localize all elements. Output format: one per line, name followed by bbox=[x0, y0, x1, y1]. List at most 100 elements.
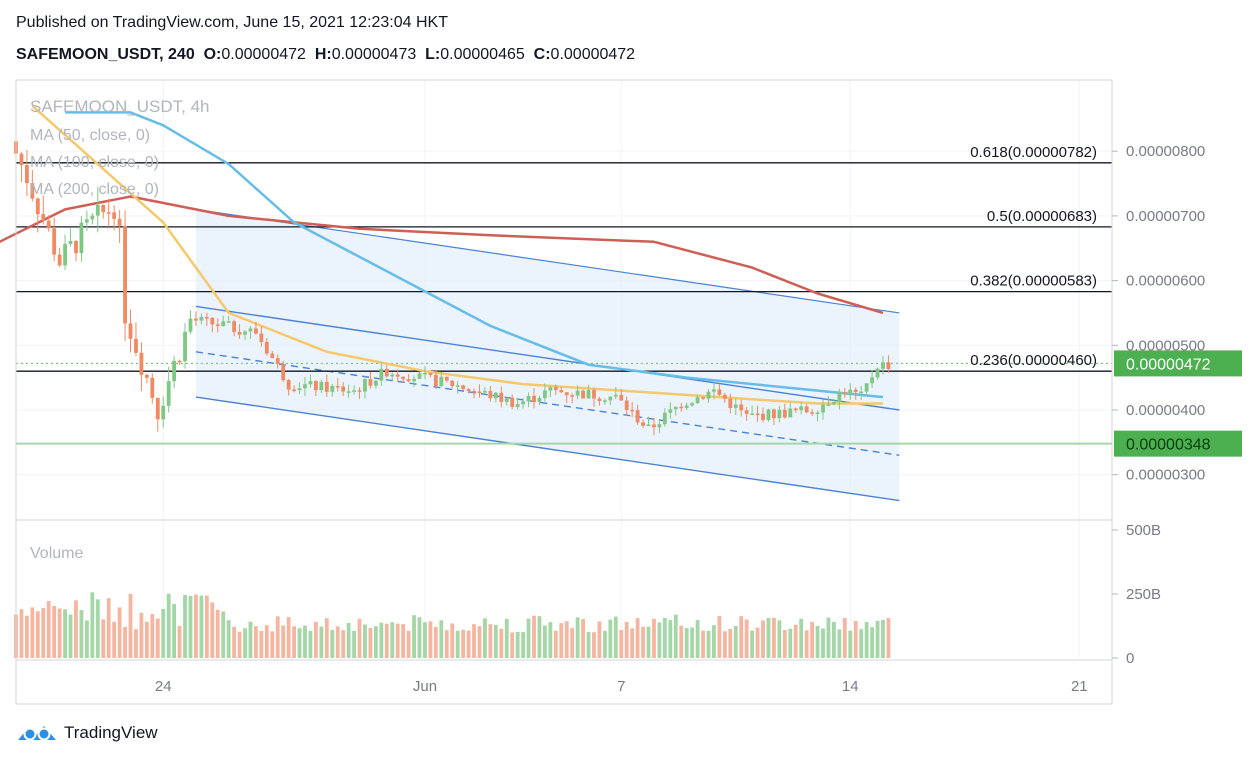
volume-bar bbox=[755, 627, 760, 658]
candle-body bbox=[428, 372, 433, 375]
volume-bar bbox=[564, 621, 569, 658]
chart-border bbox=[15, 79, 1113, 705]
candle-body bbox=[319, 381, 324, 391]
candle-body bbox=[782, 409, 787, 418]
volume-bar bbox=[848, 630, 853, 658]
volume-bar bbox=[461, 629, 466, 658]
time-tick-label: 14 bbox=[842, 678, 859, 695]
candle-body bbox=[215, 324, 220, 327]
candle-body bbox=[101, 204, 106, 213]
candle-body bbox=[390, 374, 395, 377]
volume-bar bbox=[532, 615, 536, 658]
volume-bar bbox=[215, 609, 220, 658]
price-tick-label: 0.00000500 bbox=[1126, 337, 1205, 354]
legend-title: SAFEMOON_USDT, 4h bbox=[30, 97, 210, 116]
candle-body bbox=[275, 358, 280, 365]
volume-bar bbox=[881, 620, 885, 658]
candle-body bbox=[177, 360, 182, 363]
price-tick-label: 0.00000300 bbox=[1126, 467, 1205, 484]
volume-bar bbox=[575, 617, 580, 658]
volume-bar bbox=[368, 627, 373, 658]
volume-bar bbox=[537, 616, 542, 658]
volume-bar bbox=[875, 620, 880, 658]
volume-bar bbox=[390, 622, 395, 658]
candle-body bbox=[352, 390, 356, 392]
volume-bar bbox=[744, 619, 749, 658]
volume-bar bbox=[30, 607, 35, 658]
volume-bar bbox=[493, 624, 498, 658]
candle-body bbox=[259, 333, 264, 342]
fib-level-label: 0.382(0.00000583) bbox=[970, 273, 1097, 290]
candle-body bbox=[613, 394, 618, 397]
candle-body bbox=[412, 378, 416, 382]
time-tick-label: 7 bbox=[617, 678, 625, 695]
volume-bar bbox=[166, 593, 171, 658]
volume-bar bbox=[188, 595, 193, 658]
volume-bar bbox=[761, 620, 765, 658]
candle-body bbox=[788, 408, 793, 418]
volume-bar bbox=[668, 620, 673, 658]
volume-bar bbox=[172, 603, 177, 658]
volume-bar bbox=[46, 601, 51, 658]
volume-bar bbox=[832, 622, 836, 658]
volume-tick-label: 0 bbox=[1126, 650, 1134, 667]
volume-bar bbox=[232, 626, 237, 658]
candle-body bbox=[41, 214, 46, 221]
volume-bar bbox=[504, 618, 509, 658]
open-label: O: bbox=[203, 46, 222, 63]
volume-bar bbox=[123, 626, 127, 658]
candle-body bbox=[188, 318, 193, 332]
channel-mid-dashed-line bbox=[195, 351, 900, 456]
footer-brand[interactable]: TradingView bbox=[16, 723, 158, 743]
candle-body bbox=[821, 404, 825, 413]
candle-body bbox=[875, 368, 880, 378]
candle-body bbox=[79, 222, 84, 254]
volume-bar bbox=[788, 628, 793, 658]
price-tick-label: 0.00000600 bbox=[1126, 273, 1205, 290]
volume-bar bbox=[543, 625, 547, 658]
candle-body bbox=[313, 381, 318, 391]
volume-bar bbox=[177, 626, 182, 658]
volume-bar bbox=[286, 617, 291, 658]
candle-body bbox=[624, 400, 629, 410]
candle-body bbox=[537, 398, 542, 402]
candle-body bbox=[373, 380, 378, 386]
volume-bar bbox=[804, 630, 809, 658]
candle-body bbox=[90, 215, 95, 220]
volume-bar bbox=[352, 630, 356, 658]
candle-body bbox=[254, 328, 258, 334]
volume-bar bbox=[499, 628, 504, 658]
candle-body bbox=[755, 413, 760, 416]
price-chart[interactable]: 0.618(0.00000782) 0.5(0.00000683) 0.382(0.… bbox=[0, 0, 1252, 710]
candle-body bbox=[521, 401, 526, 405]
candle-body bbox=[455, 385, 460, 387]
candle-body bbox=[368, 379, 373, 386]
volume-bar bbox=[161, 609, 166, 658]
volume-bar bbox=[652, 618, 656, 658]
volume-bar bbox=[444, 630, 449, 658]
volume-bar bbox=[706, 630, 711, 658]
candle-body bbox=[668, 409, 673, 413]
volume-bar bbox=[194, 594, 198, 658]
volume-bar bbox=[221, 611, 226, 658]
candle-body bbox=[581, 390, 585, 399]
candle-body bbox=[166, 381, 171, 406]
candle-body bbox=[24, 165, 29, 184]
candle-body bbox=[766, 409, 771, 421]
candle-body bbox=[739, 404, 744, 411]
candle-body bbox=[864, 383, 869, 392]
volume-bar bbox=[521, 632, 526, 658]
candle-body bbox=[499, 392, 504, 402]
volume-bar bbox=[684, 628, 689, 658]
candle-body bbox=[199, 317, 204, 321]
volume-bar bbox=[630, 628, 635, 658]
candle-body bbox=[673, 406, 678, 410]
candle-body bbox=[543, 390, 547, 399]
candle-body bbox=[510, 397, 515, 407]
candle-body bbox=[761, 413, 765, 421]
open-value: 0.00000472 bbox=[221, 46, 306, 63]
candle-body bbox=[35, 198, 40, 215]
volume-bar bbox=[766, 618, 771, 658]
volume-bar bbox=[739, 616, 744, 658]
volume-bar bbox=[308, 630, 313, 658]
